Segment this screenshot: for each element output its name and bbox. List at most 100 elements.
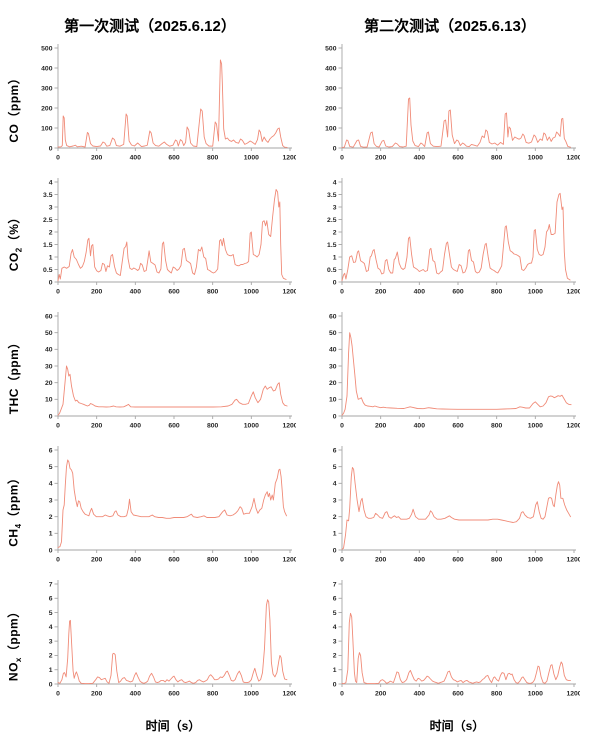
x-tick-label: 1000	[244, 289, 259, 296]
y-tick-label: 500	[325, 45, 337, 52]
x-tick-label: 800	[491, 155, 503, 162]
plot-ch4-test1: 0 1 2 3 4 5 6 0 200 400 600 800 1000 1200	[28, 444, 296, 574]
x-tick-label: 1200	[566, 289, 580, 296]
y-tick-label: 6	[333, 596, 337, 603]
x-tick-label: 800	[207, 691, 219, 698]
ylabel-unit: （ppm）	[6, 335, 21, 388]
y-tick-label: 200	[325, 105, 337, 112]
y-tick-label: 0	[49, 547, 53, 554]
y-tick-label: 0	[333, 681, 337, 688]
x-tick-label: 800	[491, 557, 503, 564]
x-tick-label: 1200	[282, 423, 296, 430]
x-tick-label: 600	[168, 289, 180, 296]
y-tick-label: 2	[333, 514, 337, 521]
x-tick-label: 200	[375, 557, 387, 564]
x-tick-label: 0	[340, 691, 344, 698]
ylabel-sub: 2	[14, 247, 24, 253]
y-tick-label: 30	[329, 363, 337, 370]
title-test1: 第一次测试（2025.6.12）	[64, 17, 236, 35]
plot-ch4-test2: 0 1 2 3 4 5 6 0 200 400 600 800 1000 1200	[312, 444, 580, 574]
y-tick-label: 2	[333, 653, 337, 660]
x-tick-label: 800	[207, 155, 219, 162]
y-tick-label: 2.5	[327, 217, 337, 224]
spacer	[300, 444, 312, 445]
spacer	[300, 578, 312, 579]
y-tick-label: 0	[49, 681, 53, 688]
x-tick-label: 800	[207, 423, 219, 430]
y-tick-label: 1	[333, 667, 337, 674]
x-tick-label: 800	[207, 289, 219, 296]
x-tick-label: 800	[491, 423, 503, 430]
x-tick-label: 400	[130, 691, 142, 698]
y-tick-label: 0.5	[43, 267, 53, 274]
x-tick-label: 1200	[566, 557, 580, 564]
x-tick-label: 800	[207, 557, 219, 564]
y-tick-label: 3	[333, 497, 337, 504]
y-tick-label: 1	[49, 531, 53, 538]
y-tick-label: 0	[49, 145, 53, 152]
row-thc: THC（ppm） 0 10 20 30 40 50 60 0 200 400 600 800 1000 1…	[0, 310, 600, 444]
ylabel-base: CO	[6, 123, 21, 143]
y-tick-label: 10	[45, 397, 53, 404]
y-tick-label: 4	[333, 179, 337, 186]
x-tick-label: 600	[452, 289, 464, 296]
y-tick-label: 3	[49, 638, 53, 645]
x-tick-label: 400	[414, 691, 426, 698]
y-tick-label: 50	[45, 330, 53, 337]
y-tick-label: 200	[41, 105, 53, 112]
plot-co-test1: 0 100 200 300 400 500 0 200 400 600 800 1000 1200	[28, 42, 296, 172]
y-tick-label: 50	[329, 330, 337, 337]
title-test2: 第二次测试（2025.6.13）	[364, 17, 536, 35]
x-tick-label: 600	[168, 691, 180, 698]
y-tick-label: 400	[325, 65, 337, 72]
chart-co-test2: 0 100 200 300 400 500 0 200 400 600 800 1000 1200	[300, 42, 600, 176]
x-tick-label: 1000	[244, 691, 259, 698]
x-tick-label: 400	[414, 155, 426, 162]
x-tick-label: 1000	[528, 691, 543, 698]
y-tick-label: 40	[45, 347, 53, 354]
x-tick-label: 200	[91, 557, 103, 564]
y-tick-label: 100	[41, 125, 53, 132]
x-tick-label: 600	[168, 423, 180, 430]
y-tick-label: 4	[333, 624, 337, 631]
y-axis-label-ch4: CH4（ppm）	[0, 444, 28, 574]
ylabel-base: CH	[6, 528, 21, 547]
spacer	[300, 42, 312, 43]
x-tick-label: 400	[130, 155, 142, 162]
x-tick-label: 0	[56, 557, 60, 564]
y-tick-label: 3.5	[43, 192, 53, 199]
data-line	[57, 459, 287, 548]
data-line	[341, 97, 571, 148]
x-tick-label: 1000	[244, 423, 259, 430]
chart-co2-test2: 0 0.5 1 1.5 2 2.5 3 3.5 4 0 200 400 600 800 1000 1200	[300, 176, 600, 310]
x-axis-label-test1: 时间（s）	[145, 718, 201, 733]
y-tick-label: 3	[333, 638, 337, 645]
y-tick-label: 3	[49, 497, 53, 504]
y-tick-label: 0	[333, 547, 337, 554]
x-tick-label: 0	[56, 289, 60, 296]
chart-nox-test1: NOx（ppm） 0 1 2 3 4 5 6 7 0 200 400 600 800 1000 1200	[0, 578, 300, 712]
plot-co2-test1: 0 0.5 1 1.5 2 2.5 3 3.5 4 0 200 400 600 800 1000 1200	[28, 176, 296, 306]
y-tick-label: 0	[333, 279, 337, 286]
ylabel-base: THC	[6, 387, 21, 414]
y-tick-label: 3	[49, 204, 53, 211]
ylabel-unit: （ppm）	[6, 471, 21, 524]
ylabel-unit: （%）	[6, 210, 21, 248]
y-tick-label: 4	[49, 481, 53, 488]
plot-nox-test2: 0 1 2 3 4 5 6 7 0 200 400 600 800 1000 1200	[312, 578, 580, 708]
x-tick-label: 1200	[566, 691, 580, 698]
x-tick-label: 200	[375, 423, 387, 430]
x-tick-label: 600	[452, 423, 464, 430]
y-tick-label: 3.5	[327, 192, 337, 199]
y-tick-label: 1.5	[43, 242, 53, 249]
x-tick-label: 200	[375, 691, 387, 698]
x-tick-label: 1200	[282, 289, 296, 296]
y-tick-label: 6	[49, 447, 53, 454]
x-tick-label: 200	[91, 423, 103, 430]
y-axis-label-thc: THC（ppm）	[0, 310, 28, 440]
x-tick-label: 0	[340, 289, 344, 296]
ylabel-base: NO	[6, 661, 21, 681]
x-tick-label: 0	[340, 423, 344, 430]
y-axis-label-co2: CO2（%）	[0, 176, 28, 306]
